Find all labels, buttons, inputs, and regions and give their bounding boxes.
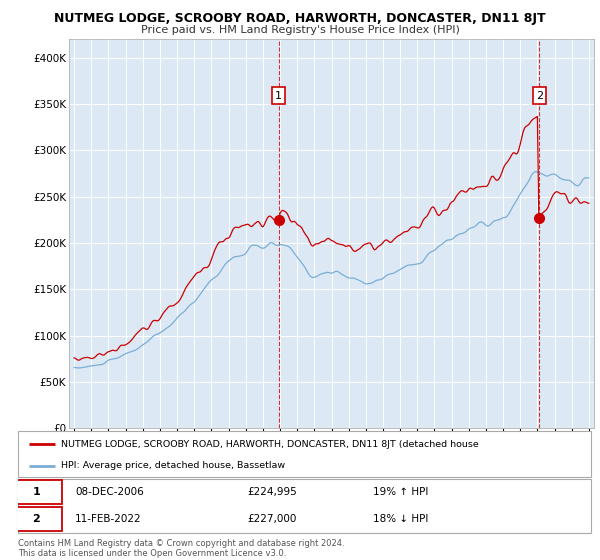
Text: 2: 2 — [536, 91, 543, 101]
Text: 1: 1 — [275, 91, 282, 101]
Text: 08-DEC-2006: 08-DEC-2006 — [76, 487, 144, 497]
FancyBboxPatch shape — [18, 479, 591, 533]
FancyBboxPatch shape — [11, 507, 62, 531]
Text: £224,995: £224,995 — [247, 487, 297, 497]
FancyBboxPatch shape — [11, 480, 62, 505]
Text: 19% ↑ HPI: 19% ↑ HPI — [373, 487, 428, 497]
Text: £227,000: £227,000 — [247, 514, 296, 524]
Text: 11-FEB-2022: 11-FEB-2022 — [76, 514, 142, 524]
Text: Price paid vs. HM Land Registry's House Price Index (HPI): Price paid vs. HM Land Registry's House … — [140, 25, 460, 35]
Text: 18% ↓ HPI: 18% ↓ HPI — [373, 514, 428, 524]
Text: NUTMEG LODGE, SCROOBY ROAD, HARWORTH, DONCASTER, DN11 8JT: NUTMEG LODGE, SCROOBY ROAD, HARWORTH, DO… — [54, 12, 546, 25]
Text: HPI: Average price, detached house, Bassetlaw: HPI: Average price, detached house, Bass… — [61, 461, 285, 470]
Text: NUTMEG LODGE, SCROOBY ROAD, HARWORTH, DONCASTER, DN11 8JT (detached house: NUTMEG LODGE, SCROOBY ROAD, HARWORTH, DO… — [61, 440, 479, 449]
FancyBboxPatch shape — [18, 431, 591, 477]
Text: 1: 1 — [32, 487, 40, 497]
Text: 2: 2 — [32, 514, 40, 524]
Text: Contains HM Land Registry data © Crown copyright and database right 2024.
This d: Contains HM Land Registry data © Crown c… — [18, 539, 344, 558]
